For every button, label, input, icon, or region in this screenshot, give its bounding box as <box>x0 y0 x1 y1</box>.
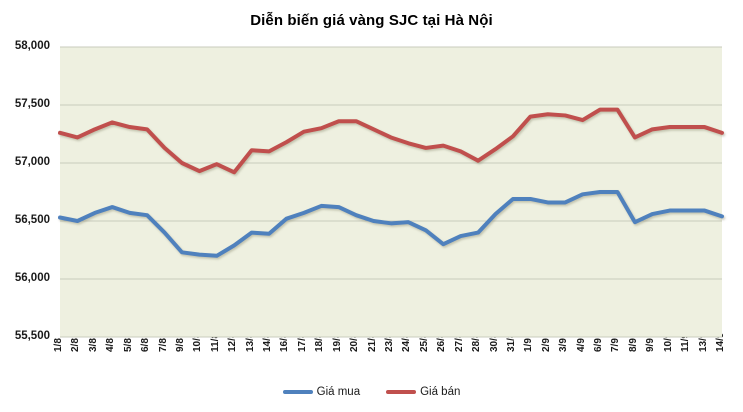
y-tick-label: 56,000 <box>14 272 50 284</box>
y-tick-label: 57,500 <box>14 98 50 110</box>
legend-item[interactable]: Giá bán <box>386 386 460 398</box>
legend-item[interactable]: Giá mua <box>282 386 361 398</box>
y-tick-label: 57,000 <box>14 156 50 168</box>
series-line-gia-mua <box>58 190 724 258</box>
legend-swatch-icon <box>282 390 313 394</box>
gridlines <box>60 46 722 338</box>
series-line-gia-ban <box>58 107 724 175</box>
legend-swatch-icon <box>386 390 417 394</box>
y-tick-label: 58,000 <box>14 40 50 52</box>
legend-label: Giá bán <box>420 386 461 398</box>
y-tick-label: 56,500 <box>14 214 50 226</box>
legend-label: Giá mua <box>316 386 361 398</box>
chart-legend: Giá mua Giá bán <box>0 386 743 398</box>
data-series-layer <box>58 107 724 258</box>
chart-title: Diễn biến giá vàng SJC tại Hà Nội <box>250 12 493 29</box>
y-tick-label: 55,500 <box>14 330 50 342</box>
plot-background <box>60 47 722 337</box>
